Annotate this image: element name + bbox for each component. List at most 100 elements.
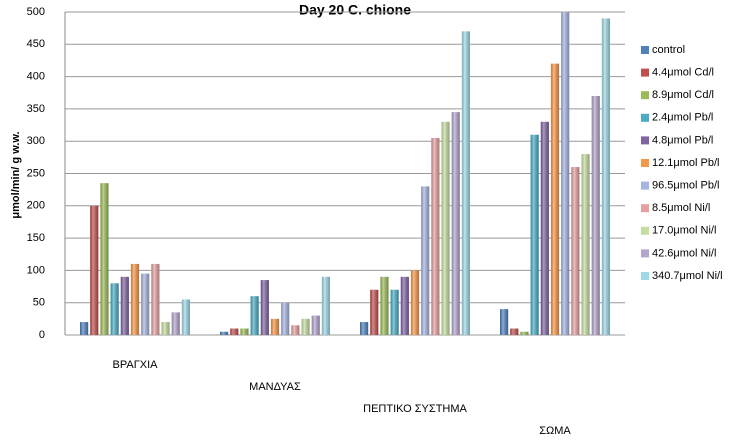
bar-shade — [110, 283, 119, 335]
legend-label: 8.9μmol Cd/l — [652, 89, 714, 101]
bar-shade — [80, 322, 89, 335]
legend-label: 96.5μmol Pb/l — [652, 180, 719, 192]
bar-shade — [360, 322, 369, 335]
bar-shade — [181, 299, 190, 335]
bar-group — [171, 312, 180, 335]
bar-shade — [581, 154, 590, 335]
bar-shade — [410, 270, 420, 335]
bar-group — [510, 328, 519, 335]
bar-group — [581, 154, 590, 335]
legend-label: 4.8μmol Pb/l — [652, 134, 713, 146]
legend-swatch — [641, 181, 649, 190]
bar-shade — [130, 263, 140, 335]
y-tick-label: 50 — [33, 297, 45, 309]
bar-group — [561, 12, 570, 335]
bar-shade — [441, 121, 450, 335]
legend-label: 42.6μmol Ni/l — [652, 247, 716, 259]
bar-shade — [601, 18, 610, 336]
bar-shade — [240, 328, 249, 335]
chart-title: Day 20 C. chione — [299, 2, 411, 18]
bar-group — [161, 322, 170, 335]
bar-group — [90, 205, 99, 335]
bar-shade — [561, 12, 570, 335]
x-tick-label: ΒΡΑΓΧΙΑ — [113, 359, 159, 371]
x-tick-label: ΜΑΝΔΥΑΣ — [249, 381, 301, 393]
bar-group — [380, 276, 389, 335]
bar-group — [441, 121, 450, 335]
bar-group — [321, 276, 330, 335]
legend-swatch — [641, 159, 649, 167]
bar-group — [461, 31, 470, 335]
bar-shade — [230, 328, 239, 335]
bar-shade — [270, 318, 280, 335]
bar-group — [220, 331, 229, 335]
legend-swatch — [641, 204, 649, 213]
legend-label: 4.4μmol Cd/l — [652, 67, 714, 79]
bar-shade — [171, 312, 180, 335]
bar-shade — [421, 186, 430, 335]
y-tick-label: 250 — [27, 167, 45, 179]
y-tick-label: 0 — [39, 329, 45, 341]
bar-shade — [281, 302, 290, 335]
bar-shade — [540, 121, 549, 335]
bar-shade — [500, 309, 509, 335]
legend-label: 340.7μmol Ni/l — [652, 270, 723, 282]
bar-group — [250, 296, 259, 335]
bar-shade — [90, 205, 99, 335]
legend-swatch — [641, 46, 649, 54]
bar-group — [270, 318, 280, 335]
y-tick-label: 450 — [27, 38, 45, 50]
bar-group — [311, 315, 320, 335]
legend-swatch — [641, 249, 649, 258]
legend-label: control — [652, 44, 685, 56]
legend-swatch — [641, 136, 649, 145]
y-tick-label: 200 — [27, 200, 45, 212]
bar-shade — [311, 315, 320, 335]
bar-shade — [250, 296, 259, 335]
y-tick-label: 400 — [27, 71, 45, 83]
legend-label: 17.0μmol Ni/l — [652, 225, 716, 237]
y-tick-label: 350 — [27, 103, 45, 115]
bar-shade — [451, 112, 460, 335]
bar-group — [120, 276, 129, 335]
bar-shade — [370, 289, 379, 335]
legend-swatch — [641, 226, 649, 235]
legend-swatch — [641, 91, 649, 100]
y-tick-label: 100 — [27, 264, 45, 276]
bar-group — [230, 328, 239, 335]
legend-label: 12.1μmol Pb/l — [652, 157, 719, 169]
bar-group — [370, 289, 379, 335]
bar-shade — [141, 273, 150, 335]
bar-shade — [461, 31, 470, 335]
legend-label: 8.5μmol Ni/l — [652, 202, 710, 214]
bar-shade — [291, 325, 300, 335]
bar-shade — [380, 276, 389, 335]
y-tick-label: 150 — [27, 232, 45, 244]
legend-swatch — [641, 113, 649, 122]
bar-shade — [220, 331, 229, 335]
bar-group — [550, 63, 560, 336]
bar-group — [141, 273, 150, 335]
bar-group — [400, 276, 409, 335]
bar-shade — [571, 167, 580, 335]
bar-group — [431, 137, 440, 335]
legend-swatch — [641, 68, 649, 77]
bar-group — [100, 183, 109, 335]
legend-swatch — [641, 272, 649, 280]
bar-shade — [301, 318, 310, 335]
y-axis-label: μmol/min/ g w.w. — [10, 131, 22, 218]
bar-group — [410, 270, 420, 335]
bar-group — [390, 289, 399, 335]
bar-shade — [510, 328, 519, 335]
bar-group — [601, 18, 610, 336]
bar-group — [291, 325, 300, 335]
bar-group — [571, 167, 580, 335]
bar-shade — [550, 63, 560, 336]
y-tick-label: 300 — [27, 135, 45, 147]
bar-shade — [400, 276, 409, 335]
bar-group — [500, 309, 509, 335]
x-tick-label: ΣΩΜΑ — [539, 425, 571, 437]
bar-shade — [431, 137, 440, 335]
bar-shade — [530, 134, 539, 335]
